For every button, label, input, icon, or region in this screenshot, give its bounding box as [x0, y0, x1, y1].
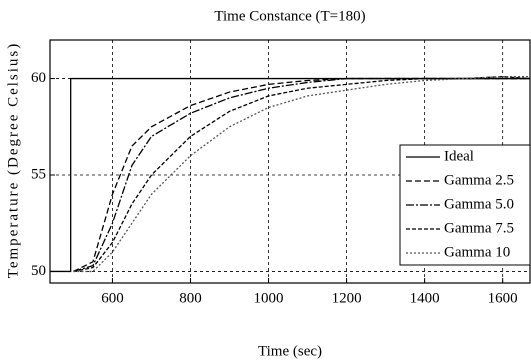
- x-axis-label: Time (sec): [258, 343, 322, 359]
- y-axis-label: Temperature (Degree Celsius): [5, 42, 21, 279]
- x-tick-label: 800: [179, 290, 202, 306]
- legend-label: Gamma 2.5: [444, 172, 514, 188]
- legend-label: Gamma 7.5: [444, 220, 514, 236]
- x-tick-label: 1000: [254, 290, 284, 306]
- x-tick-label: 1400: [410, 290, 440, 306]
- chart-title: Time Constance (T=180): [214, 8, 365, 24]
- series-line: [73, 75, 530, 273]
- y-tick-label: 60: [31, 70, 46, 86]
- x-tick-label: 1600: [488, 290, 518, 306]
- y-tick-label: 55: [31, 166, 46, 182]
- x-tick-label: 1200: [332, 290, 362, 306]
- y-tick-label: 50: [31, 263, 46, 279]
- series-line: [50, 77, 530, 273]
- legend-label: Ideal: [444, 148, 474, 164]
- x-tick-label: 600: [101, 290, 124, 306]
- legend-label: Gamma 5.0: [444, 196, 514, 212]
- legend-label: Gamma 10: [444, 244, 510, 260]
